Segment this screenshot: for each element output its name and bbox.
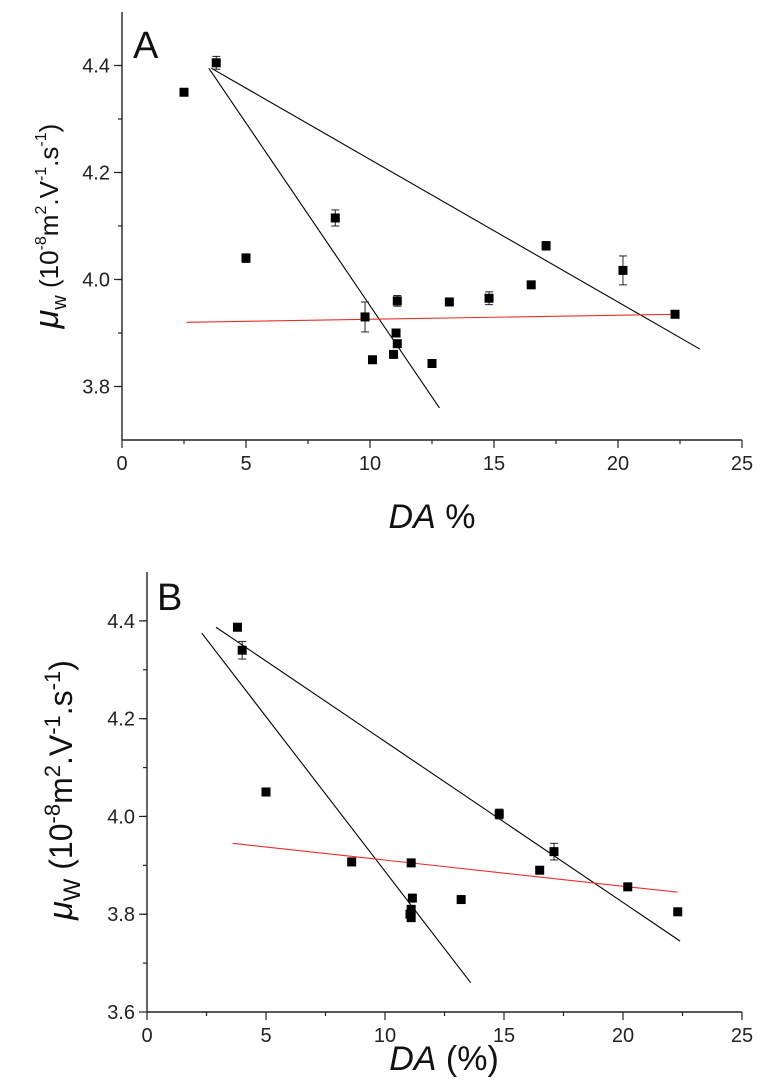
panel-b-x-tick-label: 15 [493,1025,515,1047]
panel-b-data-point [407,893,417,903]
panel-a-y-title: μw (10-8m2.V-1.s-1) [28,124,71,330]
panel-b-data-point [232,622,242,632]
panel-b-fit-line-2 [201,632,472,984]
panel-a-data-point [541,241,551,251]
panel-b-y-title: μW (10-8m2.V-1.s-1) [40,660,86,921]
panel-a-data-point [670,309,680,319]
panel-a-data-point [330,213,340,223]
panel-a-data-point [360,312,370,322]
panel-a-data-point [241,253,251,263]
panel-b-x-tick-label: 10 [374,1025,396,1047]
panel-b-data-point [347,857,357,867]
panel-a-fit-line-red [186,313,676,323]
panel-b-x-tick-label: 20 [612,1025,634,1047]
panel-b-x-ticks: 0 5 10 15 20 25 [141,1012,753,1047]
panel-b-data-point [406,904,416,914]
panel-a-data-point [391,328,401,338]
panel-a-y-tick-label: 4.0 [82,270,110,292]
panel-a-x-tick-label: 25 [731,453,753,475]
panel-a-data-point [427,358,437,368]
panel-b-fit-lines [201,626,681,984]
panel-a-points [179,55,680,368]
panel-a-data-point [389,349,399,359]
panel-b-y-tick-label: 4.4 [107,611,135,633]
panel-b-fit-line-red [232,842,678,893]
panel-b-y-tick-label: 3.8 [107,904,135,926]
panel-b-data-point [494,809,504,819]
panel-b-data-point [456,895,466,905]
panel-b-x-title: DA (%) [389,1040,499,1078]
panel-b-y-tick-label: 4.2 [107,709,135,731]
panel-b-data-point [549,847,559,857]
panel-a-data-point [484,293,494,303]
panel-a-fit-line-1 [211,67,701,350]
panel-a-data-point [211,58,221,68]
panel-a-data-point [392,296,402,306]
panel-b-data-point [535,865,545,875]
panel-b-data-point [673,907,683,917]
panel-a-y-tick-label: 4.2 [82,163,110,185]
panel-a-data-point [367,355,377,365]
panel-b-x-tick-label: 25 [731,1025,753,1047]
panel-a-data-point [179,87,189,97]
panel-a-x-ticks: 0 5 10 15 20 25 [116,440,753,475]
panel-a-x-tick-label: 10 [359,453,381,475]
panel-b-points [232,622,683,923]
panel-a-data-point [392,339,402,349]
panel-b-y-ticks: 3.6 3.8 4.0 4.2 4.4 [107,611,147,1024]
panel-b-data-point [406,858,416,868]
panel-a-data-point [444,297,454,307]
panel-b-y-tick-label: 4.0 [107,806,135,828]
panel-a-y-ticks: 3.8 4.0 4.2 4.4 [82,56,122,399]
panel-a-fit-lines [186,67,701,409]
panel-b-x-tick-label: 5 [260,1025,271,1047]
panel-b-fit-line-1 [215,626,681,942]
panel-a-fit-line-2 [208,67,440,409]
panel-a-y-tick-label: 3.8 [82,377,110,399]
panel-a-x-title: DA % [389,498,476,536]
panel-a-x-tick-label: 0 [116,453,127,475]
panel-b-data-point [406,913,416,923]
panel-a-y-tick-label: 4.4 [82,56,110,78]
panel-b: B 0 5 10 15 20 25 3.6 3.8 4.0 4.2 4.4 DA (%) μW (… [40,572,753,1078]
panel-a-x-tick-label: 5 [240,453,251,475]
panel-a-letter: A [133,25,159,67]
panel-a: A 0 5 10 15 20 25 3.8 4.0 4.2 4.4 DA % μw (10-8m… [28,12,753,536]
panel-b-data-point [261,787,271,797]
panel-a-x-tick-label: 20 [607,453,629,475]
panel-b-y-tick-label: 3.6 [107,1002,135,1024]
panel-a-x-tick-label: 15 [483,453,505,475]
panel-b-x-tick-label: 0 [141,1025,152,1047]
panel-a-data-point [526,280,536,290]
panel-b-data-point [623,882,633,892]
panel-b-data-point [237,645,247,655]
panel-b-letter: B [157,577,182,619]
panel-a-data-point [618,265,628,275]
